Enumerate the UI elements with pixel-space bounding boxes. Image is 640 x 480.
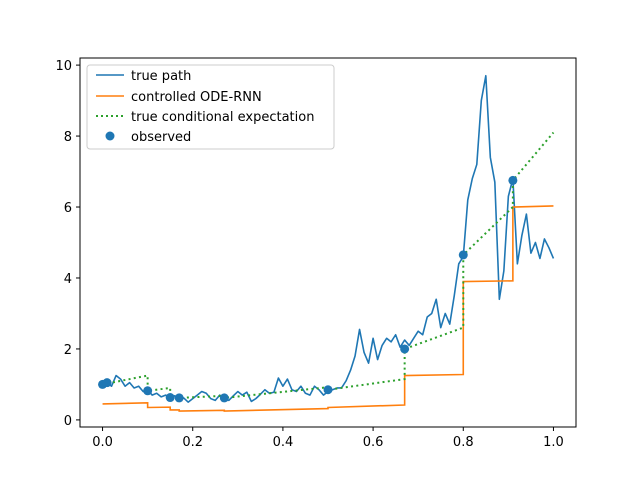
observed-point — [165, 393, 175, 403]
observed-point — [508, 175, 518, 185]
x-tick-label: 0.6 — [363, 435, 384, 450]
observed-point — [102, 378, 112, 388]
y-tick-label: 10 — [55, 59, 72, 74]
x-tick-label: 1.0 — [543, 435, 564, 450]
y-tick-label: 0 — [64, 414, 72, 429]
y-tick-label: 4 — [64, 272, 72, 287]
y-axis: 0 2 4 6 8 10 — [55, 59, 80, 429]
legend-label-observed: observed — [131, 130, 191, 145]
x-tick-label: 0.8 — [453, 435, 474, 450]
axes-frame — [79, 57, 577, 428]
x-tick-label: 0.4 — [273, 435, 294, 450]
legend: true path controlled ODE-RNN true condit… — [86, 64, 335, 150]
plot-area — [98, 74, 555, 412]
series-line-expectation — [102, 131, 555, 400]
legend-label-ode-rnn: controlled ODE-RNN — [131, 90, 262, 105]
x-tick-label: 0.2 — [182, 435, 203, 450]
y-tick-label: 8 — [64, 130, 72, 145]
observed-point — [458, 250, 468, 260]
legend-label-true-path: true path — [131, 69, 191, 84]
y-tick-label: 6 — [64, 201, 72, 216]
series-line-ode-rnn — [102, 205, 554, 412]
legend-label-expectation: true conditional expectation — [131, 110, 314, 125]
y-tick-label: 2 — [64, 343, 72, 358]
x-tick-label: 0.0 — [92, 435, 113, 450]
x-axis: 0.0 0.2 0.4 0.6 0.8 1.0 — [92, 427, 564, 450]
legend-box — [86, 64, 335, 150]
legend-swatch-observed — [105, 131, 115, 141]
observed-point — [400, 344, 410, 354]
observed-point — [323, 385, 333, 395]
observed-point — [143, 386, 153, 396]
axes-border — [79, 57, 577, 428]
observed-point — [174, 393, 184, 403]
observed-point — [219, 393, 229, 403]
